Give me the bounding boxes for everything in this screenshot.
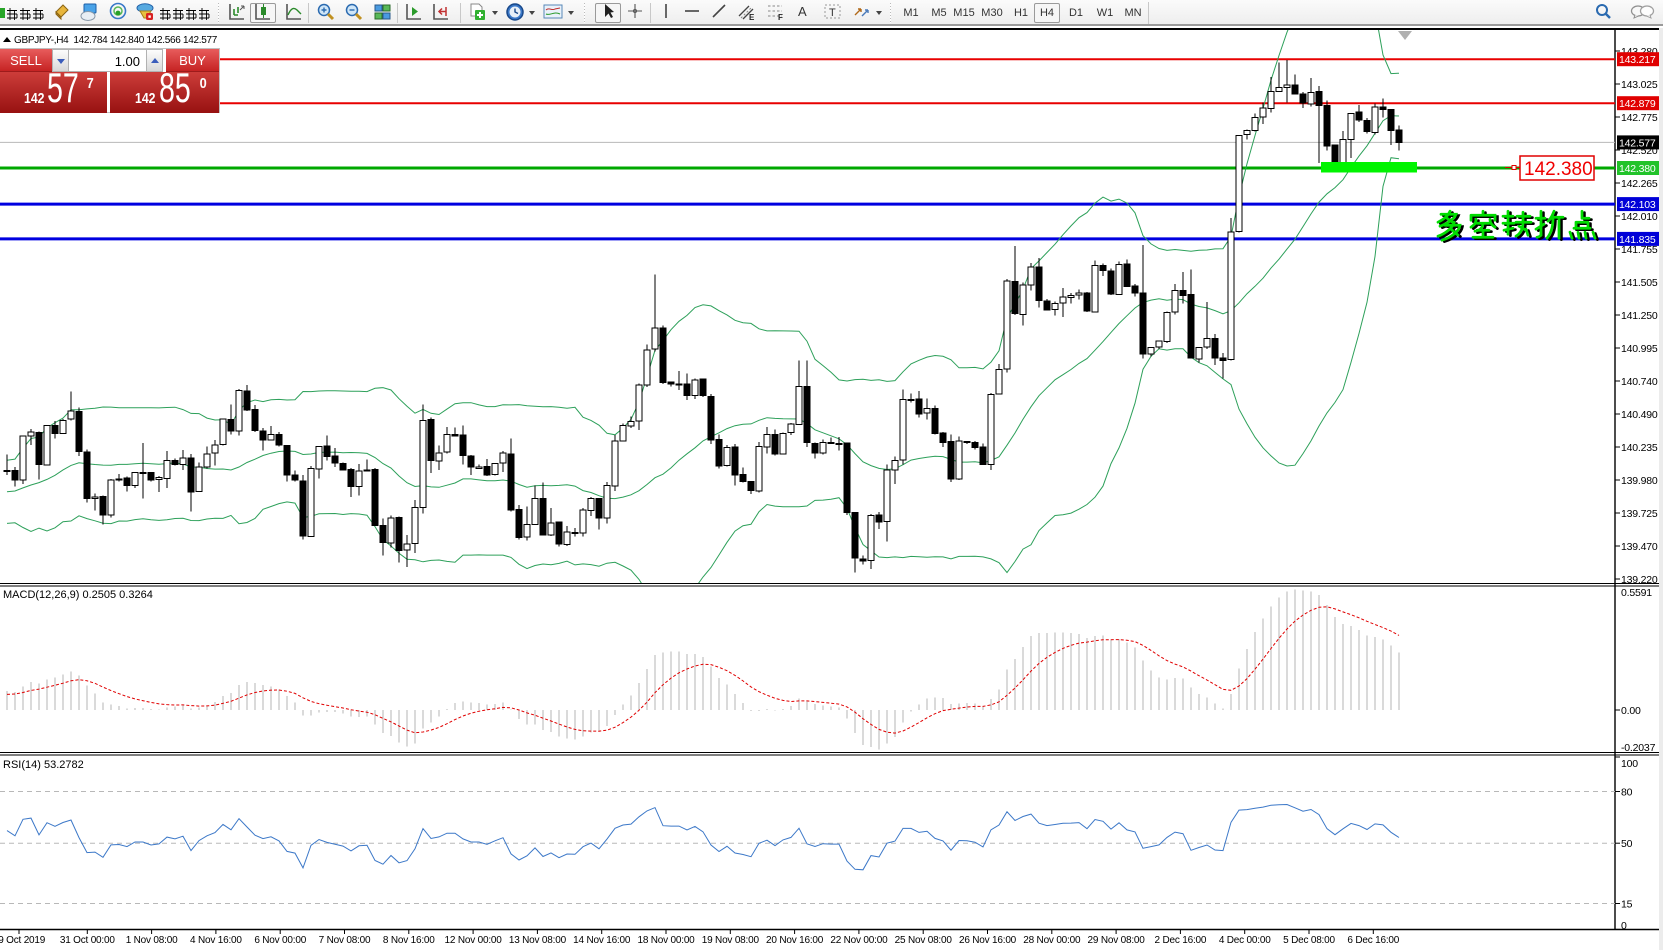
svg-text:142.577: 142.577: [1619, 137, 1656, 149]
svg-text:7 Nov 08:00: 7 Nov 08:00: [319, 935, 371, 946]
svg-text:142.380: 142.380: [1619, 163, 1656, 175]
svg-text:139.725: 139.725: [1621, 508, 1658, 520]
svg-text:20 Nov 16:00: 20 Nov 16:00: [766, 935, 824, 946]
svg-text:12 Nov 00:00: 12 Nov 00:00: [445, 935, 503, 946]
svg-text:25 Nov 08:00: 25 Nov 08:00: [895, 935, 953, 946]
svg-text:A: A: [798, 4, 807, 19]
svg-text:142.380: 142.380: [1524, 159, 1593, 180]
svg-text:6 Dec 16:00: 6 Dec 16:00: [1347, 935, 1399, 946]
svg-text:T: T: [829, 7, 836, 19]
svg-text:2 Dec 16:00: 2 Dec 16:00: [1155, 935, 1207, 946]
svg-text:29 Nov 08:00: 29 Nov 08:00: [1088, 935, 1146, 946]
svg-text:MACD(12,26,9) 0.2505 0.3264: MACD(12,26,9) 0.2505 0.3264: [3, 589, 153, 601]
svg-text:E: E: [749, 13, 755, 22]
svg-text:139.470: 139.470: [1621, 541, 1658, 553]
svg-text:141.835: 141.835: [1619, 234, 1656, 246]
svg-text:143.025: 143.025: [1621, 79, 1658, 91]
svg-text:140.995: 140.995: [1621, 343, 1658, 355]
svg-text:19 Nov 08:00: 19 Nov 08:00: [702, 935, 760, 946]
svg-text:14 Nov 16:00: 14 Nov 16:00: [573, 935, 631, 946]
svg-text:142.879: 142.879: [1619, 98, 1656, 110]
svg-text:142.103: 142.103: [1619, 199, 1656, 211]
svg-text:28 Nov 00:00: 28 Nov 00:00: [1023, 935, 1081, 946]
svg-text:6 Nov 00:00: 6 Nov 00:00: [254, 935, 306, 946]
svg-text:50: 50: [1621, 838, 1633, 850]
svg-text:1 Nov 08:00: 1 Nov 08:00: [126, 935, 178, 946]
svg-text:100: 100: [1621, 758, 1638, 770]
svg-text:29 Oct 2019: 29 Oct 2019: [0, 935, 46, 946]
svg-text:139.980: 139.980: [1621, 475, 1658, 487]
svg-text:80: 80: [1621, 787, 1633, 799]
svg-text:142.265: 142.265: [1621, 178, 1658, 190]
svg-text:13 Nov 08:00: 13 Nov 08:00: [509, 935, 567, 946]
svg-text:RSI(14) 53.2782: RSI(14) 53.2782: [3, 759, 84, 771]
svg-text:18 Nov 00:00: 18 Nov 00:00: [637, 935, 695, 946]
svg-text:139.220: 139.220: [1621, 574, 1658, 586]
svg-text:141.250: 141.250: [1621, 310, 1658, 322]
svg-text:141.755: 141.755: [1621, 244, 1658, 256]
svg-text:0.5591: 0.5591: [1621, 587, 1652, 599]
svg-text:0.00: 0.00: [1621, 705, 1641, 717]
svg-text:140.490: 140.490: [1621, 409, 1658, 421]
svg-text:26 Nov 16:00: 26 Nov 16:00: [959, 935, 1017, 946]
svg-text:142.010: 142.010: [1621, 211, 1658, 223]
svg-text:-0.2037: -0.2037: [1621, 742, 1656, 754]
svg-text:140.235: 140.235: [1621, 442, 1658, 454]
svg-text:F: F: [778, 13, 783, 22]
svg-text:141.505: 141.505: [1621, 277, 1658, 289]
svg-text:15: 15: [1621, 899, 1633, 911]
svg-text:143.217: 143.217: [1619, 54, 1656, 66]
svg-text:22 Nov 00:00: 22 Nov 00:00: [830, 935, 888, 946]
svg-text:31 Oct 00:00: 31 Oct 00:00: [60, 935, 115, 946]
svg-text:0: 0: [1621, 920, 1627, 932]
svg-text:8 Nov 16:00: 8 Nov 16:00: [383, 935, 435, 946]
svg-text:140.740: 140.740: [1621, 376, 1658, 388]
svg-text:4 Nov 16:00: 4 Nov 16:00: [190, 935, 242, 946]
svg-text:4 Dec 00:00: 4 Dec 00:00: [1219, 935, 1271, 946]
svg-text:142.775: 142.775: [1621, 112, 1658, 124]
svg-text:5 Dec 08:00: 5 Dec 08:00: [1283, 935, 1335, 946]
